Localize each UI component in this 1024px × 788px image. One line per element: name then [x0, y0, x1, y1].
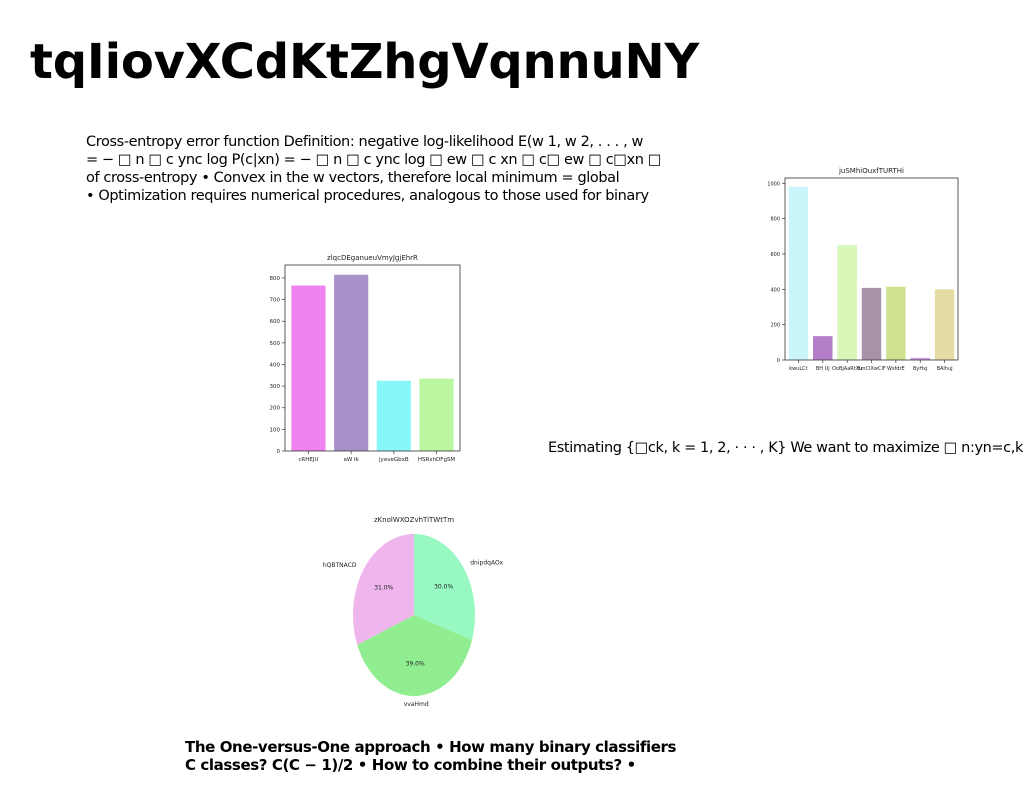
paragraph-line: = − □ n □ c ync log P(c|xn) = − □ n □ c …	[86, 152, 662, 168]
bar	[934, 289, 955, 360]
y-tick-label: 700	[270, 298, 281, 304]
pie-slice	[353, 534, 414, 645]
pie-slice	[357, 615, 473, 696]
bar	[291, 285, 326, 451]
plot-frame	[784, 177, 959, 361]
x-tick-label: ByHxj	[913, 366, 928, 372]
bar	[813, 336, 833, 360]
pie-pct-label: 30.0%	[434, 583, 453, 590]
y-tick-label: 800	[270, 276, 281, 282]
paragraph-line: Estimating {□ck, k = 1, 2, · · · , K} We…	[548, 440, 1023, 456]
y-tick-label: 100	[270, 427, 281, 433]
x-tick-label: aW Ik	[343, 457, 359, 463]
x-tick-label: WsfdrE	[887, 366, 905, 372]
pie-label: hQBTNACD	[323, 562, 357, 569]
pie-chart: zKnolWXOZvhTiTWtTm 30.0% dnipdqAOx 39.0% vva…	[323, 516, 504, 708]
y-tick-label: 0	[277, 449, 281, 455]
y-tick-label: 200	[770, 323, 780, 329]
x-tick-label: BmCIXwClF	[857, 366, 886, 372]
pie-slice	[414, 534, 475, 641]
paragraph-line: The One-versus-One approach • How many b…	[185, 738, 677, 756]
paragraph-line: Cross-entropy error function Definition:…	[86, 134, 643, 150]
bar-chart-right: juSMhiOuxfTURTHi 0 200 400 600 800 1000 kwuLCt B…	[767, 167, 959, 372]
pie-pct-label: 31.0%	[374, 585, 393, 592]
x-tick-label: OoBjAaRtXu	[832, 366, 862, 372]
cross-entropy-paragraph: Cross-entropy error function Definition:…	[86, 133, 661, 205]
bar-chart-left: zlqcDEganueuVmyJgjEhrR 0 100 200 300 400 500 60…	[270, 254, 461, 463]
x-tick-label: BAlhuJ	[937, 366, 953, 372]
paragraph-line: C classes? C(C − 1)/2 • How to combine t…	[185, 756, 636, 774]
one-versus-one-paragraph: The One-versus-One approach • How many b…	[185, 738, 676, 774]
slide-title: tqIiovXCdKtZhgVqnnuNY	[30, 34, 699, 90]
estimating-paragraph: Estimating {□ck, k = 1, 2, · · · , K} We…	[548, 439, 1023, 457]
bar	[334, 274, 369, 451]
bar	[837, 245, 857, 360]
bar	[419, 378, 454, 451]
chart-title: zlqcDEganueuVmyJgjEhrR	[327, 254, 418, 262]
bar	[376, 380, 411, 451]
paragraph-line: • Optimization requires numerical proced…	[86, 188, 649, 204]
y-tick-label: 600	[770, 252, 780, 258]
x-tick-label: HSRxhDFgSM	[418, 457, 456, 463]
x-tick-label: BH Uj	[816, 366, 830, 372]
pie-label: vvaHmd	[404, 701, 429, 708]
bar	[861, 287, 882, 360]
y-tick-label: 400	[270, 362, 281, 368]
y-tick-label: 600	[270, 319, 281, 325]
chart-title: juSMhiOuxfTURTHi	[838, 167, 904, 175]
pie-pct-label: 39.0%	[406, 661, 425, 668]
bar	[788, 186, 809, 360]
y-tick-label: 0	[777, 358, 780, 364]
y-tick-label: 1000	[767, 181, 780, 187]
y-tick-label: 400	[770, 287, 780, 293]
pie-label: dnipdqAOx	[470, 560, 503, 567]
y-tick-label: 200	[270, 406, 281, 412]
bar	[886, 286, 906, 360]
y-tick-label: 500	[270, 341, 281, 347]
x-tick-label: jyeveGbxB	[378, 457, 409, 463]
y-tick-label: 300	[270, 384, 281, 390]
paragraph-line: of cross-entropy • Convex in the w vecto…	[86, 170, 620, 186]
bar	[910, 357, 930, 360]
x-tick-label: cRHEJU	[298, 457, 318, 463]
plot-frame	[284, 264, 461, 452]
y-tick-label: 800	[770, 217, 780, 223]
x-tick-label: kwuLCt	[789, 366, 807, 372]
chart-title: zKnolWXOZvhTiTWtTm	[374, 516, 454, 524]
